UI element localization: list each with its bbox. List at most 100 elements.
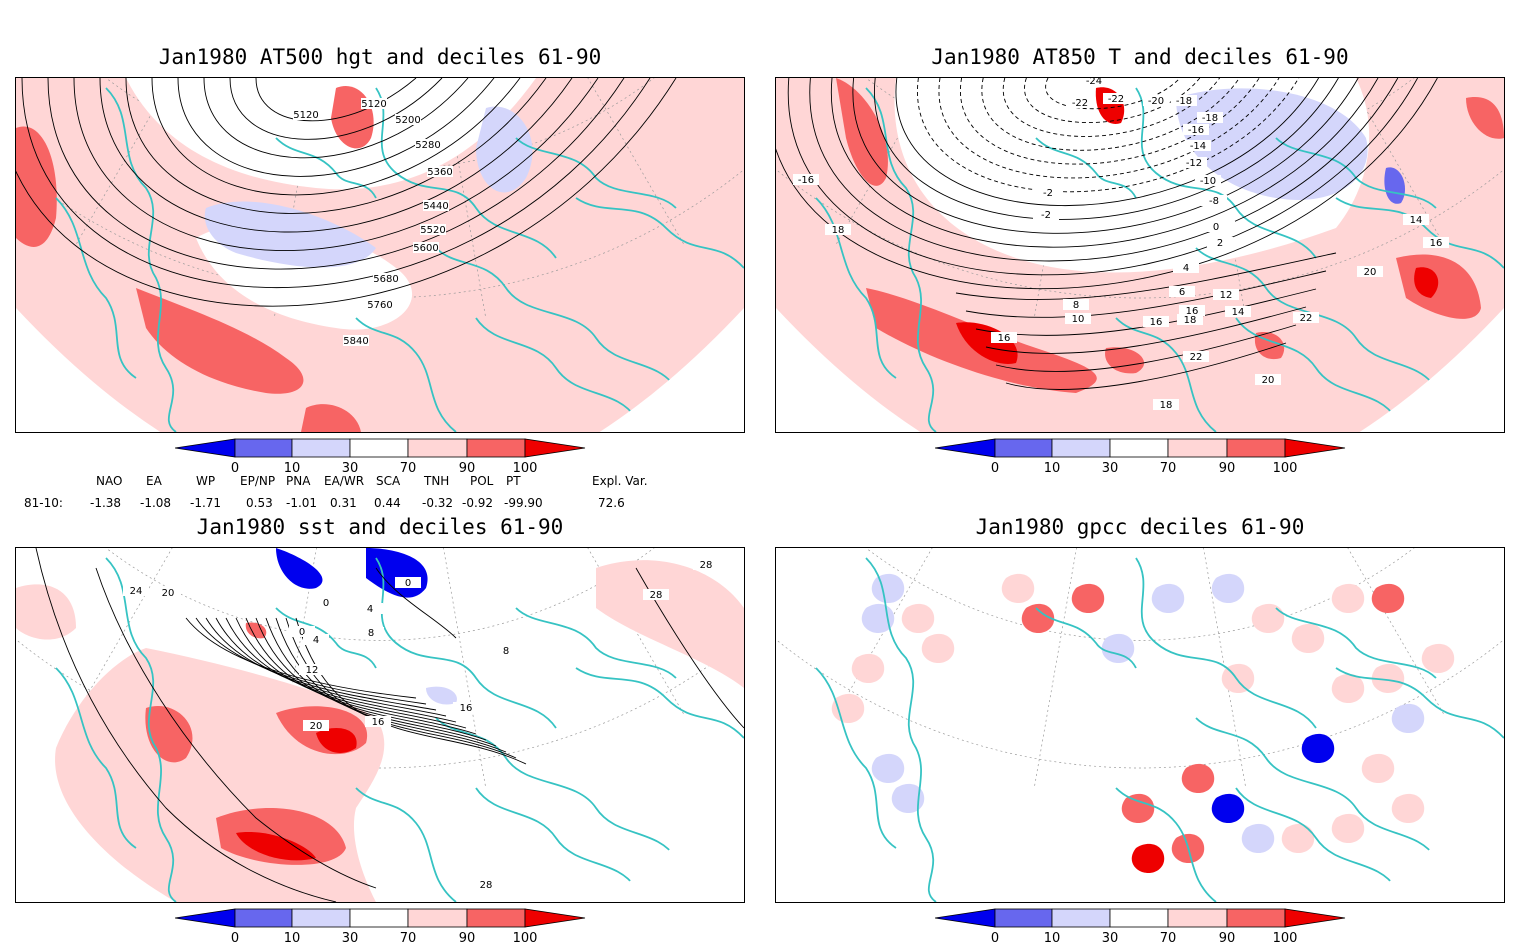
colorbar-tick-label: 0: [990, 931, 1000, 946]
panel-title-2: Jan1980 AT850 T and deciles 61-90: [931, 45, 1349, 69]
index-value: -1.71: [190, 496, 222, 510]
colorbar-segment-0: [175, 438, 236, 458]
decile-shading: [1181, 763, 1215, 794]
contour-label: -8: [1209, 196, 1219, 207]
contour-line: [1005, 342, 1287, 390]
colorbar-tick-label: 0: [230, 931, 240, 946]
coastline: [575, 667, 744, 739]
decile-shading: [1301, 733, 1335, 764]
colorbar-segment-1: [994, 908, 1053, 928]
contour-label: 24: [130, 586, 143, 597]
decile-shading: [901, 603, 935, 634]
colorbar-segment-6: [524, 908, 586, 928]
colorbar-tick-label: 90: [1218, 461, 1236, 476]
colorbar-tick-label: 100: [1272, 461, 1298, 476]
contour-line: [16, 78, 677, 307]
contour-label: -24: [1086, 78, 1102, 87]
decile-shading: [1331, 673, 1365, 704]
decile-shading: [1131, 843, 1165, 874]
contour-label-bg: [1143, 95, 1169, 106]
contour-line: [895, 78, 1319, 207]
contour-label: 5120: [361, 99, 386, 110]
contour-line: [917, 78, 1300, 193]
colorbar-segment-6: [1284, 908, 1346, 928]
contour-label-bg: [415, 139, 441, 150]
decile-shading: [1211, 573, 1245, 604]
coastline: [865, 557, 937, 902]
contour-label: 12: [306, 665, 319, 676]
map-panel-1[interactable]: 5120 5120 5200 5280 5360 5440 5520 5600 5680 5760…: [15, 77, 745, 433]
contour-label-bg: [1173, 262, 1199, 273]
colorbar-segment-3: [349, 438, 409, 458]
index-header: EP/NP: [240, 474, 276, 488]
coastline: [1115, 787, 1217, 902]
colorbar-tick-label: 90: [1218, 931, 1236, 946]
contour-label: 0: [299, 627, 305, 638]
map-panel-2[interactable]: -24-22-22-20-18-18-16-14-12-10-8-6-20246…: [775, 77, 1505, 433]
contour-label-bg: [343, 335, 369, 346]
panel-title-3: Jan1980 sst and deciles 61-90: [196, 515, 564, 539]
index-value: -99.90: [504, 496, 543, 510]
contour-label-bg: [413, 242, 439, 253]
contour-label: 22: [1300, 313, 1313, 324]
colorbar-1: 0 10 30 70 90 100: [175, 437, 595, 477]
contour-label-bg: [303, 634, 329, 645]
colorbar-segment-0: [935, 438, 996, 458]
coastline: [1235, 787, 1397, 889]
contour-label-bg: [991, 332, 1017, 343]
contour-line: [215, 617, 447, 717]
colorbar-tick-label: 70: [1159, 461, 1177, 476]
colorbar-tick-label: 70: [399, 931, 417, 946]
contour-label-bg: [1171, 95, 1197, 106]
contour-label-bg: [303, 720, 329, 731]
contour-label-bg: [289, 626, 315, 637]
decile-shading: [204, 201, 376, 268]
contour-line: [177, 78, 495, 177]
contour-label-bg: [1183, 351, 1209, 362]
contour-label: 20: [162, 588, 175, 599]
contour-label-bg: [367, 299, 393, 310]
decile-shading: [276, 548, 323, 589]
colorbar-segment-0: [175, 908, 236, 928]
contour-label: 6: [1179, 287, 1185, 298]
decile-shading: [426, 686, 457, 705]
contour-label: 8: [368, 628, 374, 639]
contour-label: 5120: [293, 110, 318, 121]
coastline: [275, 607, 377, 669]
contour-label-bg: [1213, 289, 1239, 300]
contour-label-bg: [395, 114, 421, 125]
contour-label: -22: [1072, 98, 1088, 109]
colorbar-segment-3: [1109, 438, 1169, 458]
colorbar-tick-label: 10: [1043, 461, 1061, 476]
contour-label-bg: [1065, 313, 1091, 324]
contour-label: 5200: [395, 115, 420, 126]
decile-shading: [301, 404, 361, 432]
contour-label: 16: [372, 717, 385, 728]
map-panel-3[interactable]: 24 20 0 0 0 4 8 12 16 16 20 28 28 28 8 4: [15, 547, 745, 903]
contour-label: 8: [503, 646, 509, 657]
decile-shading: [1021, 603, 1055, 634]
contour-label: 4: [313, 635, 319, 646]
contour-label: 4: [1183, 263, 1189, 274]
map-canvas: -24-22-22-20-18-18-16-14-12-10-8-6-20246…: [776, 78, 1504, 432]
colorbar-segment-5: [466, 438, 526, 458]
contour-label: 8: [1073, 300, 1079, 311]
contour-line: [809, 78, 1399, 262]
coastline: [475, 317, 637, 419]
decile-shading: [1466, 97, 1504, 139]
contour-label-bg: [453, 702, 479, 713]
decile-shading: [831, 693, 865, 724]
contour-line: [1045, 78, 1181, 110]
colorbar-tick-label: 30: [1101, 461, 1119, 476]
index-header: SCA: [376, 474, 401, 488]
coastline: [515, 607, 677, 679]
contour-label-bg: [155, 587, 181, 598]
contour-label-bg: [1067, 97, 1093, 108]
colorbar-segment-0: [935, 908, 996, 928]
contour-label-bg: [123, 585, 149, 596]
contour-line: [47, 78, 625, 270]
map-panel-4[interactable]: [775, 547, 1505, 903]
contour-label: 20: [1262, 375, 1275, 386]
decile-shading: [1071, 583, 1105, 614]
